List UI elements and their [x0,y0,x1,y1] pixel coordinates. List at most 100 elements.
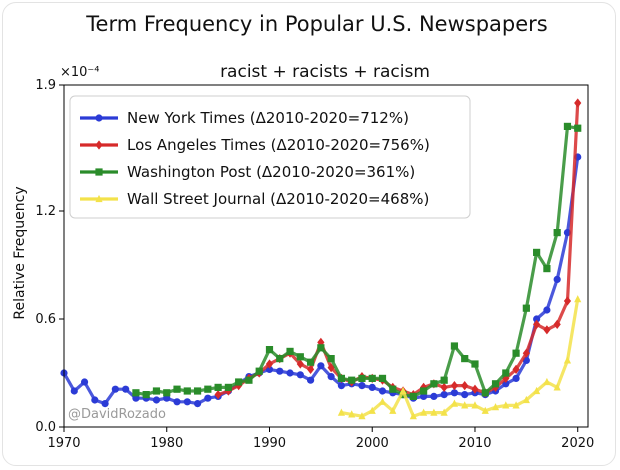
data-point-wsj [348,410,356,418]
series-wsj [337,295,582,420]
data-point-nyt [450,389,459,397]
data-point-lat [306,364,315,374]
data-point-wapo [337,374,346,382]
x-tick-label: 2010 [458,436,491,451]
data-point-wsj [399,386,407,395]
data-point-wapo [235,378,243,386]
data-point-wapo [553,229,561,237]
data-point-nyt [512,374,520,382]
data-point-nyt [173,398,181,406]
chart-title: Term Frequency in Popular U.S. Newspaper… [85,12,547,36]
y-tick-label: 1.2 [35,204,56,219]
legend-label-wapo: Washington Post (Δ2010-2020=361%) [127,163,415,181]
data-point-nyt [553,275,561,283]
data-point-nyt [317,362,325,370]
data-point-wsj [553,383,561,391]
data-point-wapo [286,347,294,355]
data-point-wapo [255,367,263,375]
data-point-wapo [214,383,222,391]
data-point-nyt [337,382,346,390]
data-point-lat [317,337,325,347]
data-point-wapo [204,385,212,393]
legend-marker-lat [95,140,103,150]
y-multiplier-label: ×10⁻⁴ [60,65,100,80]
chart-card [2,2,616,466]
data-point-wapo [327,355,335,363]
data-point-nyt [276,367,284,375]
data-point-wapo [430,380,438,388]
series-layer [60,98,582,420]
data-point-wsj [430,408,438,416]
data-point-wapo [276,355,284,363]
data-point-nyt [101,400,109,408]
y-tick-label: 1.9 [35,78,56,93]
data-point-nyt [193,400,202,408]
data-point-nyt [204,394,212,402]
legend-marker-nyt [95,114,103,122]
data-point-lat [512,364,520,374]
data-point-lat [450,381,459,391]
data-point-nyt [378,387,387,395]
data-point-wapo [533,248,541,256]
series-line-wsj [339,297,580,418]
data-point-wapo [378,374,387,382]
data-point-lat [563,296,572,306]
series-wapo [132,122,582,400]
data-point-wapo [563,122,572,130]
data-point-wapo [152,387,161,395]
data-point-wapo [163,389,171,397]
data-point-nyt [296,371,304,379]
data-point-lat [461,381,469,391]
legend-marker-wsj [95,194,103,203]
x-tick-label: 2020 [561,436,594,451]
data-point-wapo [450,342,459,350]
data-point-nyt [461,391,469,399]
data-point-wsj [522,395,530,404]
data-point-wsj [409,412,417,420]
data-point-wapo [574,124,582,132]
data-point-wapo [296,353,304,361]
legend: New York Times (Δ2010-2020=712%) Los Ange… [69,95,471,219]
data-point-wapo [183,387,191,395]
data-point-wsj [461,401,469,409]
data-point-nyt [533,315,541,323]
data-point-wsj [502,401,510,409]
data-point-wapo [471,360,479,368]
data-point-wapo [142,391,150,399]
data-point-wapo [224,383,232,391]
data-point-wsj [378,397,387,405]
data-point-lat [214,390,222,400]
data-point-wapo [306,358,315,366]
data-point-lat [574,98,582,108]
legend-marker-wapo [95,168,103,176]
data-point-wsj [481,406,489,414]
data-point-lat [471,384,479,394]
data-point-wapo [265,346,274,354]
data-point-nyt [286,369,294,377]
data-point-wsj [543,377,551,386]
data-point-wapo [512,349,520,357]
data-point-wsj [358,412,366,420]
y-axis-title: Relative Frequency [12,186,28,319]
data-point-nyt [152,396,161,404]
data-point-wapo [348,376,356,384]
chart-subtitle: racist + racists + racism [220,62,430,82]
data-point-wapo [409,392,417,400]
data-point-wsj [512,401,520,409]
data-point-nyt [327,373,335,381]
x-tick-label: 1980 [150,436,183,451]
data-point-lat [327,363,335,373]
data-point-lat [543,325,551,335]
data-point-wsj [491,403,500,411]
data-point-wapo [317,344,325,352]
data-point-lat [553,319,561,329]
data-point-lat [502,373,510,383]
data-point-wapo [543,265,551,273]
data-point-lat [440,382,448,392]
data-point-wapo [461,355,469,363]
data-point-nyt [306,376,315,384]
data-point-nyt [91,396,99,404]
data-point-wsj [420,408,428,416]
data-point-lat [265,359,274,369]
